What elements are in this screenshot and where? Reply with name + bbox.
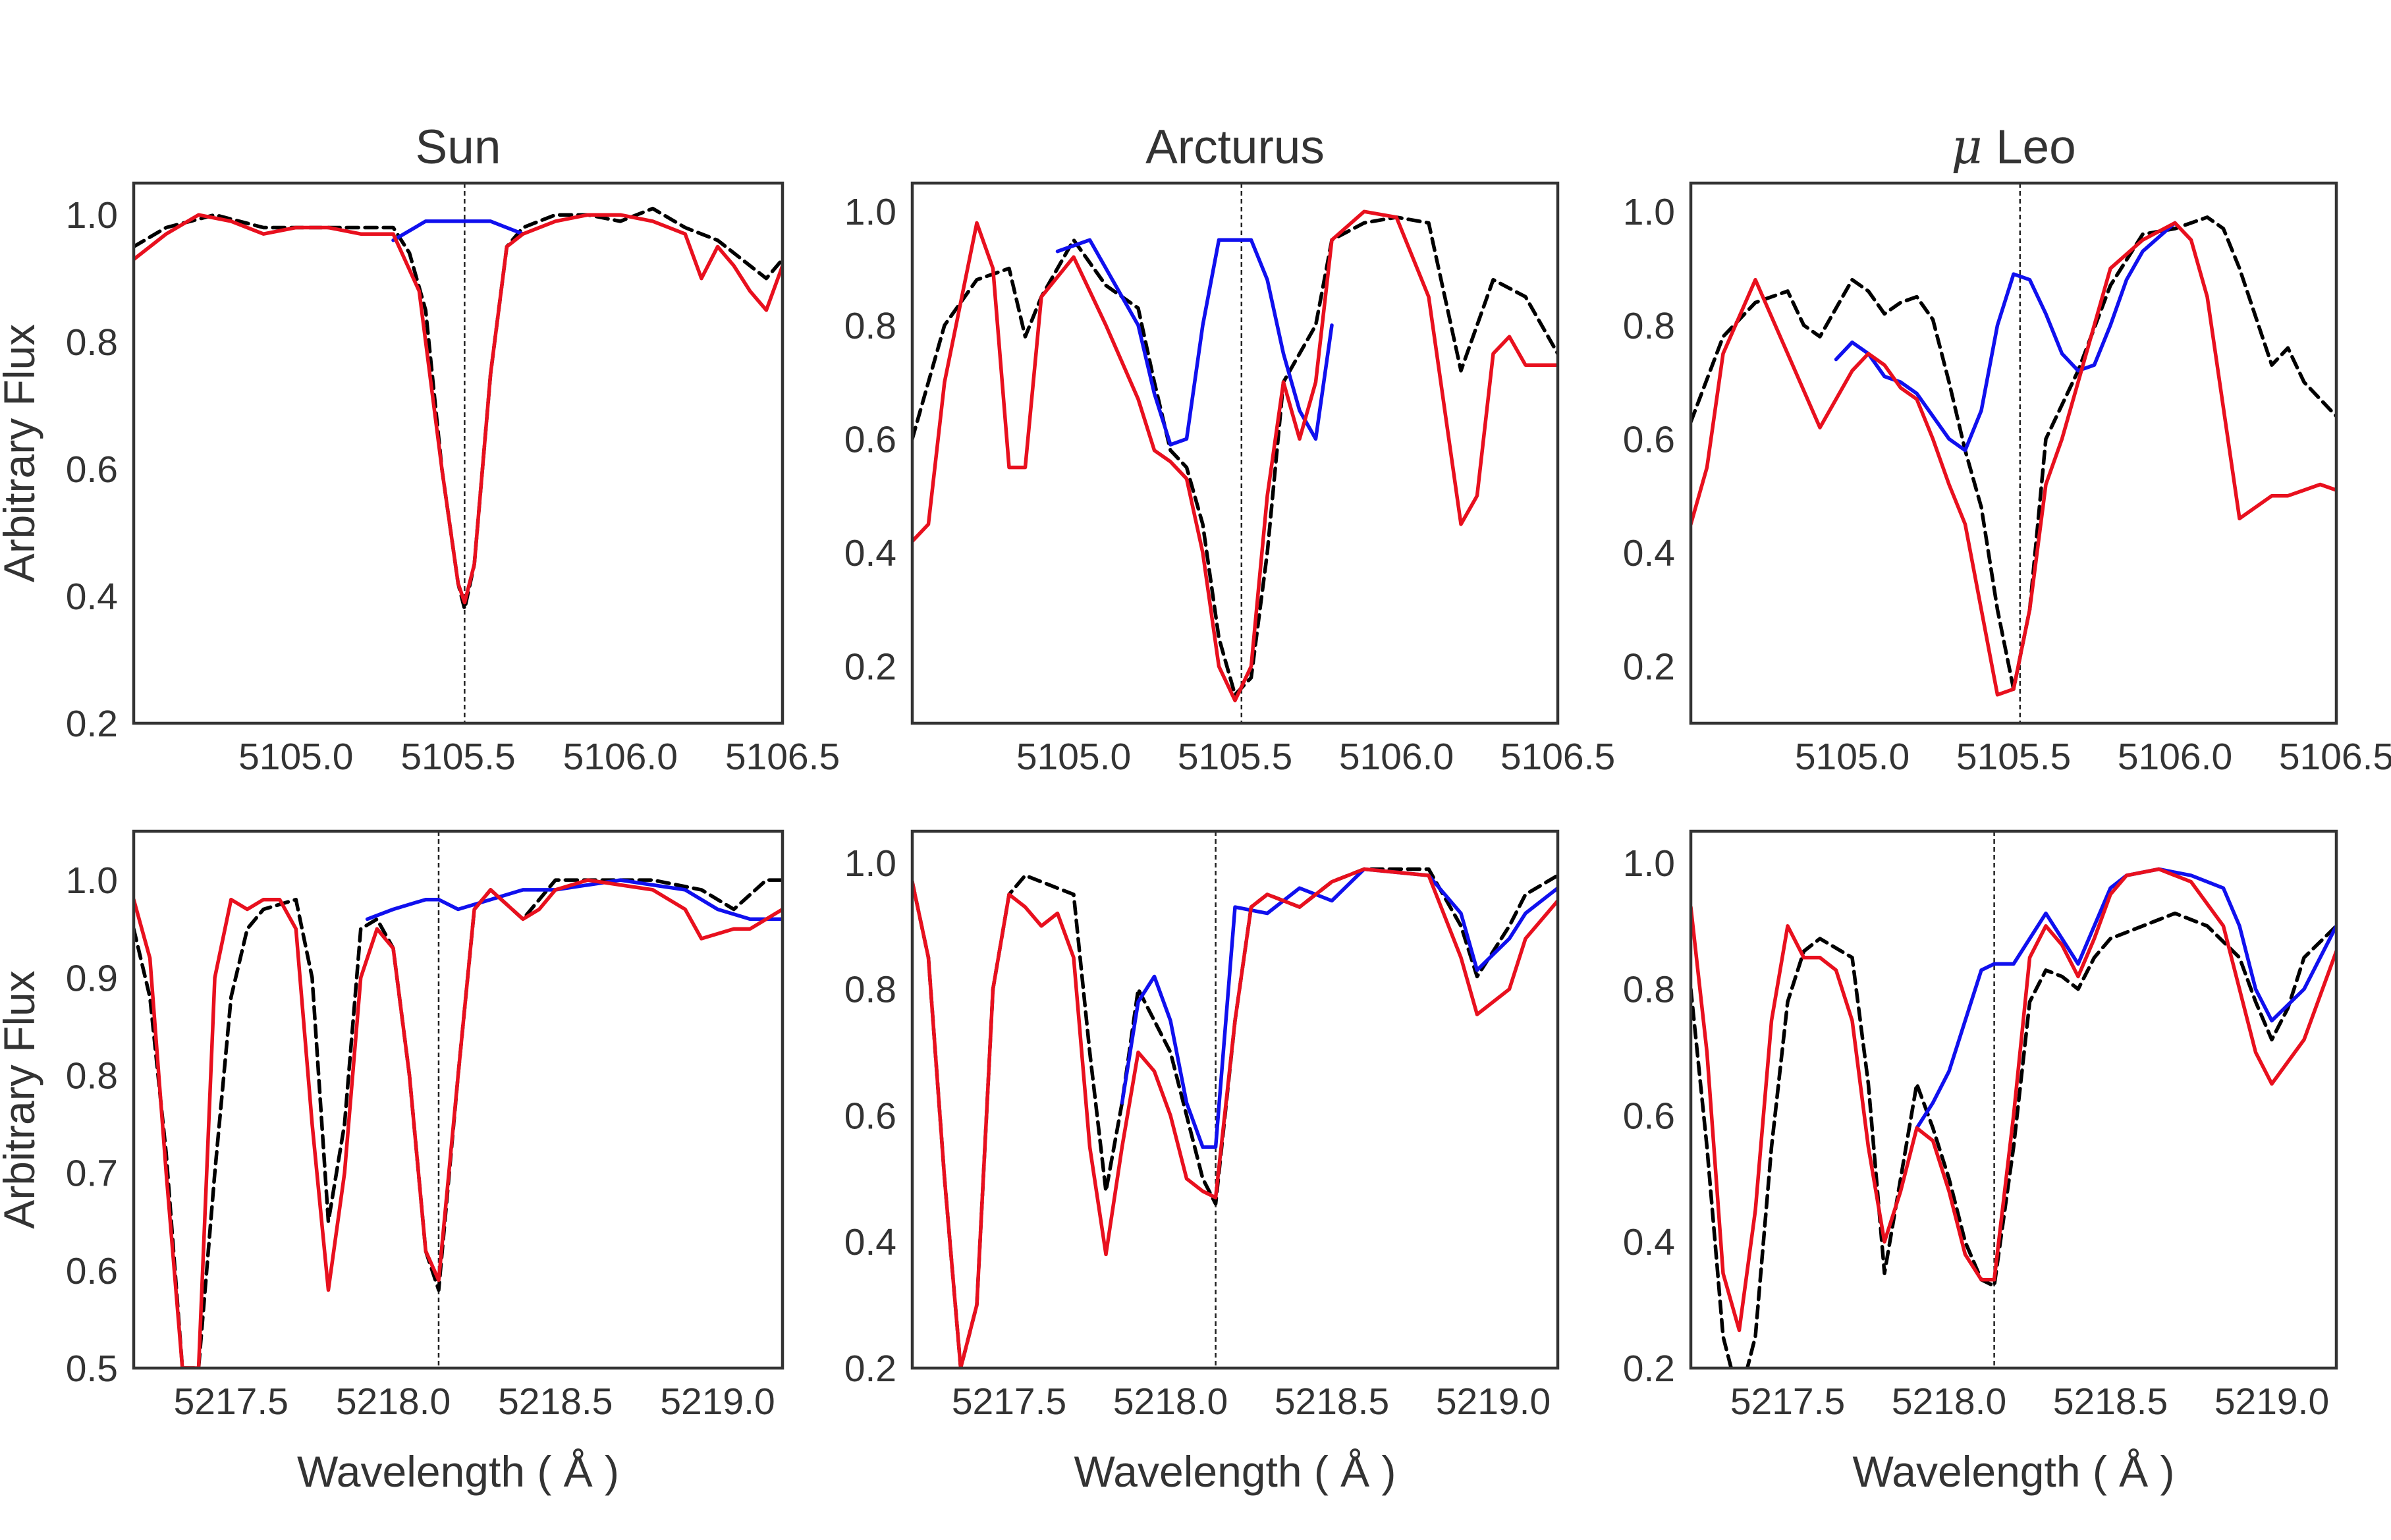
x-tick-label: 5106.5 xyxy=(725,736,840,778)
axes-frame xyxy=(1689,829,2338,1370)
series-synthetic-without-line xyxy=(1915,867,2336,1130)
series-synthetic-with-line xyxy=(134,878,783,1368)
panel-title: Sun xyxy=(416,121,501,174)
x-tick-label: 5105.0 xyxy=(238,736,353,778)
x-tick-label: 5218.0 xyxy=(1113,1381,1228,1423)
y-tick-label: 0.4 xyxy=(1623,532,1675,574)
y-tick-label: 1.0 xyxy=(844,191,896,233)
x-tick-label: 5219.0 xyxy=(660,1381,775,1423)
y-tick-label: 0.5 xyxy=(66,1348,118,1390)
x-tick-label: 5105.5 xyxy=(1956,736,2071,778)
x-tick-label: 5105.5 xyxy=(400,736,515,778)
panel-3: 5105.0 5105.5 5106.0 5106.5 0.2 0.4 0.6 0.8 1.0 μ… xyxy=(1623,119,2391,778)
y-tick-label: 0.8 xyxy=(66,321,118,364)
y-tick-label: 0.4 xyxy=(844,532,896,574)
y-tick-label: 0.8 xyxy=(844,969,896,1011)
panel-1: 5105.0 5105.5 5106.0 5106.5 0.2 0.4 0.6 0.8 1.0 S… xyxy=(0,121,840,778)
plot-area xyxy=(912,867,1558,1368)
plot-area xyxy=(134,878,783,1368)
panel-title: μ Leo xyxy=(1951,119,2076,175)
x-tick-label: 5106.5 xyxy=(2279,736,2391,778)
y-tick-label: 0.4 xyxy=(844,1221,896,1263)
x-tick-label: 5218.5 xyxy=(2053,1381,2168,1423)
x-tick-label: 5218.0 xyxy=(336,1381,451,1423)
y-tick-label: 1.0 xyxy=(66,860,118,902)
series-observed xyxy=(912,215,1558,697)
x-tick-label: 5105.0 xyxy=(1016,736,1131,778)
x-tick-label: 5106.0 xyxy=(2118,736,2232,778)
series-synthetic-without-line xyxy=(1834,221,2177,453)
y-tick-label: 0.4 xyxy=(1623,1221,1675,1263)
panel-title: Arcturus xyxy=(1145,121,1325,174)
plot-area xyxy=(912,209,1558,703)
y-tick-label: 0.2 xyxy=(1623,1348,1675,1390)
y-tick-label: 0.2 xyxy=(1623,646,1675,688)
x-tick-label: 5218.5 xyxy=(1275,1381,1389,1423)
y-tick-label: 0.4 xyxy=(66,576,118,618)
series-synthetic-without-line xyxy=(1120,867,1558,1149)
y-tick-label: 0.6 xyxy=(66,1250,118,1292)
y-tick-label: 0.8 xyxy=(66,1055,118,1097)
series-synthetic-with-line xyxy=(1691,867,2336,1333)
series-observed xyxy=(134,206,783,611)
series-synthetic-with-line xyxy=(912,209,1558,703)
y-tick-label: 1.0 xyxy=(844,842,896,885)
x-tick-label: 5218.5 xyxy=(498,1381,613,1423)
axes-frame xyxy=(132,829,784,1370)
y-tick-label: 0.6 xyxy=(1623,1095,1675,1137)
y-tick-label: 0.7 xyxy=(66,1153,118,1195)
y-tick-label: 0.6 xyxy=(844,418,896,460)
x-tick-label: 5106.0 xyxy=(1339,736,1454,778)
panel-4: 5217.5 5218.0 5218.5 5219.0 0.5 0.6 0.7 0.8 0.9 1… xyxy=(0,829,784,1496)
axes-frame xyxy=(910,181,1560,725)
y-tick-label: 0.8 xyxy=(1623,305,1675,347)
y-tick-label: 1.0 xyxy=(1623,842,1675,885)
y-tick-label: 0.2 xyxy=(66,703,118,745)
series-synthetic-without-line xyxy=(365,878,783,921)
y-tick-label: 0.6 xyxy=(844,1095,896,1137)
axes-frame xyxy=(1689,181,2338,725)
series-observed xyxy=(1691,215,2336,691)
series-observed xyxy=(912,867,1558,1368)
x-tick-label: 5217.5 xyxy=(952,1381,1066,1423)
x-tick-label: 5105.0 xyxy=(1795,736,1910,778)
y-tick-label: 0.8 xyxy=(844,305,896,347)
y-tick-label: 1.0 xyxy=(1623,191,1675,233)
series-synthetic-with-line xyxy=(912,867,1558,1368)
y-tick-label: 0.2 xyxy=(844,646,896,688)
x-tick-label: 5219.0 xyxy=(2214,1381,2329,1423)
x-tick-label: 5105.5 xyxy=(1178,736,1292,778)
x-tick-label: 5218.0 xyxy=(1892,1381,2006,1423)
panel-6: 5217.5 5218.0 5218.5 5219.0 0.2 0.4 0.6 0.8 1.0 W… xyxy=(1623,829,2338,1496)
axes-frame xyxy=(910,829,1560,1370)
plot-area xyxy=(134,206,783,611)
series-synthetic-with-line xyxy=(134,213,783,605)
y-tick-label: 0.2 xyxy=(844,1348,896,1390)
series-observed xyxy=(134,878,783,1368)
series-synthetic-with-line xyxy=(1691,221,2336,697)
series-synthetic-without-line xyxy=(391,219,525,242)
x-tick-label: 5106.0 xyxy=(563,736,678,778)
x-axis-label: Wavelength ( Å ) xyxy=(1074,1447,1396,1496)
y-axis-label: Arbitrary Flux xyxy=(0,970,43,1228)
y-tick-label: 1.0 xyxy=(66,194,118,236)
plot-area xyxy=(1691,215,2336,697)
plot-area xyxy=(1691,867,2336,1368)
panel-5: 5217.5 5218.0 5218.5 5219.0 0.2 0.4 0.6 0.8 1.0 W… xyxy=(844,829,1560,1496)
x-axis-label: Wavelength ( Å ) xyxy=(1852,1447,2174,1496)
x-tick-label: 5217.5 xyxy=(1730,1381,1845,1423)
axes-frame xyxy=(132,181,784,725)
x-tick-label: 5219.0 xyxy=(1436,1381,1551,1423)
x-tick-label: 5106.5 xyxy=(1500,736,1615,778)
panel-2: 5105.0 5105.5 5106.0 5106.5 0.2 0.4 0.6 0.8 1.0 A… xyxy=(844,121,1615,778)
series-synthetic-without-line xyxy=(1055,238,1334,447)
y-tick-label: 0.9 xyxy=(66,957,118,999)
x-axis-label: Wavelength ( Å ) xyxy=(297,1447,619,1496)
x-tick-label: 5217.5 xyxy=(174,1381,289,1423)
y-axis-label: Arbitrary Flux xyxy=(0,324,43,582)
y-tick-label: 0.6 xyxy=(1623,418,1675,460)
y-tick-label: 0.6 xyxy=(66,449,118,491)
y-tick-label: 0.8 xyxy=(1623,969,1675,1011)
